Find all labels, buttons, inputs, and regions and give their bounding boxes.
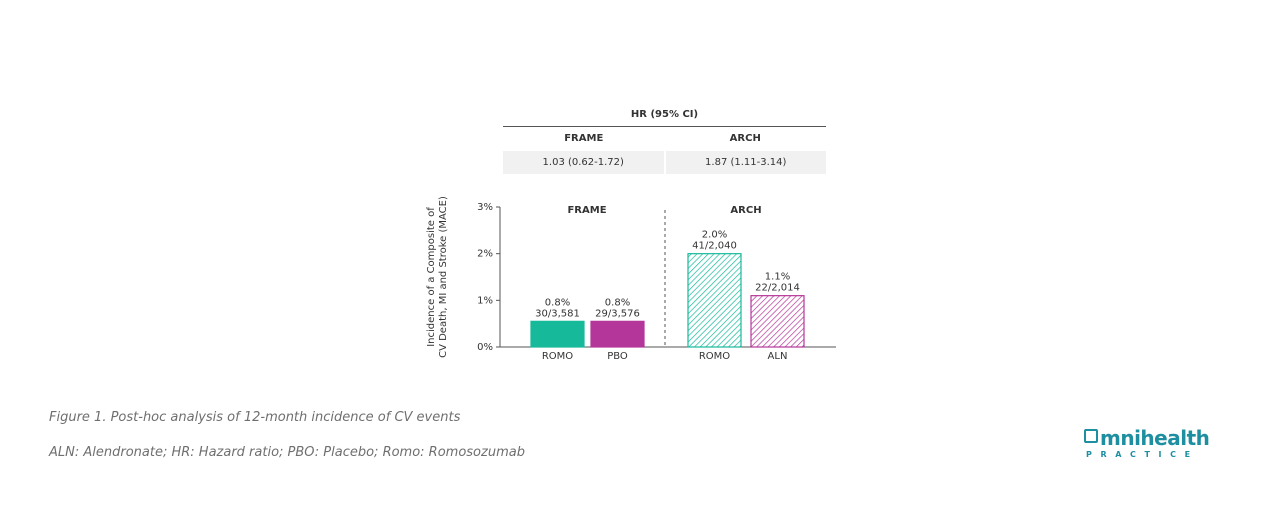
hr-table-title: HR (95% CI) bbox=[630, 109, 699, 120]
hr-table-header: FRAME ARCH bbox=[503, 127, 826, 151]
y-axis-label: CV Death, MI and Stroke (MACE) bbox=[438, 196, 449, 358]
hr-col-arch: ARCH bbox=[729, 133, 761, 144]
hr-table: HR (95% CI) FRAME ARCH 1.03 (0.62-1.72) … bbox=[503, 104, 826, 174]
x-tick-label: ALN bbox=[768, 351, 788, 362]
panel-title: ARCH bbox=[730, 205, 761, 216]
bar bbox=[750, 295, 805, 348]
bar-count-label: 30/3,581 bbox=[535, 308, 580, 319]
bar-value-label: 0.8% bbox=[545, 297, 570, 308]
y-tick-label: 2% bbox=[477, 249, 493, 260]
bar bbox=[590, 320, 645, 348]
bar-value-label: 0.8% bbox=[605, 297, 630, 308]
abbreviations-caption: ALN: Alendronate; HR: Hazard ratio; PBO:… bbox=[49, 445, 525, 460]
y-axis-label: Incidence of a Composite of bbox=[426, 207, 437, 347]
figure-caption: Figure 1. Post-hoc analysis of 12-month … bbox=[49, 410, 461, 425]
y-tick-label: 1% bbox=[477, 295, 493, 306]
y-tick-label: 0% bbox=[477, 342, 493, 353]
hr-value-frame: 1.03 (0.62-1.72) bbox=[503, 151, 664, 174]
logo-sub-text: PRACTICE bbox=[1086, 450, 1199, 459]
bar-value-label: 1.1% bbox=[765, 272, 790, 283]
bar-value-label: 2.0% bbox=[702, 230, 727, 241]
y-tick-label: 3% bbox=[477, 202, 493, 213]
x-tick-label: PBO bbox=[607, 351, 628, 362]
logo-main-text: mnihealth bbox=[1100, 426, 1210, 450]
hr-value-arch: 1.87 (1.11-3.14) bbox=[665, 151, 826, 174]
hr-table-rule bbox=[503, 126, 826, 127]
bar bbox=[687, 253, 742, 348]
panel-title: FRAME bbox=[567, 205, 606, 216]
bar-count-label: 29/3,576 bbox=[595, 308, 640, 319]
x-tick-label: ROMO bbox=[542, 351, 573, 362]
x-tick-label: ROMO bbox=[699, 351, 730, 362]
hr-col-frame: FRAME bbox=[564, 133, 604, 144]
bar-count-label: 22/2,014 bbox=[755, 283, 800, 294]
bar bbox=[530, 320, 585, 348]
omnihealth-logo: mnihealth PRACTICE bbox=[1084, 426, 1220, 466]
logo-cross-icon bbox=[1084, 429, 1098, 443]
hr-table-values: 1.03 (0.62-1.72) 1.87 (1.11-3.14) bbox=[503, 151, 826, 174]
bar-count-label: 41/2,040 bbox=[692, 241, 737, 252]
